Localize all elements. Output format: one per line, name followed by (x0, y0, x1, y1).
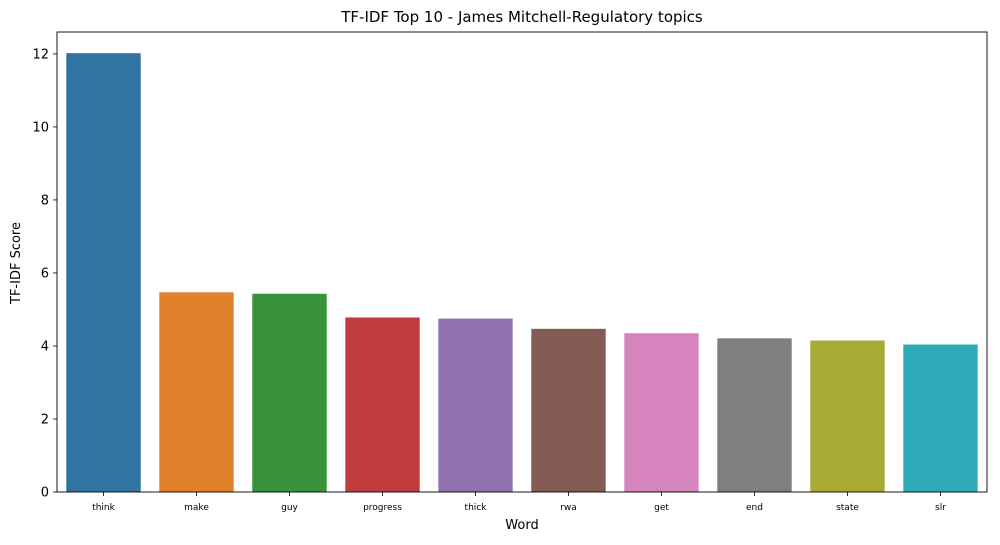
bar-slr (903, 344, 978, 492)
bar-progress (345, 317, 420, 492)
plot-frame (56, 31, 988, 493)
y-tick-label: 0 (41, 486, 49, 501)
bar-end (717, 338, 792, 492)
y-tick-label: 12 (32, 47, 49, 62)
bar-make (159, 292, 234, 492)
chart-title: TF-IDF Top 10 - James Mitchell-Regulator… (340, 8, 703, 26)
y-tick-label: 6 (41, 266, 49, 281)
y-tick-label: 8 (41, 193, 49, 208)
y-tick-label: 4 (41, 339, 49, 354)
bar-thick (438, 318, 513, 492)
x-tick-label: get (654, 503, 669, 513)
x-tick-label: thick (465, 503, 488, 513)
y-tick-label: 2 (41, 412, 49, 427)
x-tick-label: make (184, 503, 209, 513)
x-axis-label: Word (505, 518, 538, 533)
bar-rwa (531, 328, 606, 492)
y-axis-label: TF-IDF Score (9, 222, 24, 305)
y-axis: 0 2 4 6 8 10 12 (32, 47, 57, 501)
bar-state (810, 340, 885, 492)
x-tick-label: think (92, 503, 115, 513)
y-tick-label: 10 (32, 120, 49, 135)
bar-guy (252, 293, 327, 492)
x-tick-label: state (836, 503, 859, 513)
bar-get (624, 333, 699, 492)
x-tick-label: slr (935, 503, 946, 513)
x-tick-label: end (746, 503, 763, 513)
x-tick-label: progress (363, 503, 402, 513)
x-tick-label: rwa (560, 503, 577, 513)
x-tick-label: guy (281, 503, 298, 513)
bar-think (66, 53, 141, 493)
bars-layer (66, 53, 978, 493)
x-axis: think make guy progress thick rwa get end state s… (92, 492, 946, 513)
